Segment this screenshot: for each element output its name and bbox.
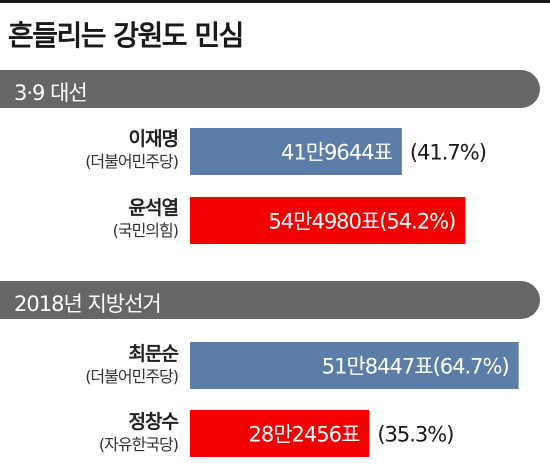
bar-percent-label: (35.3%) xyxy=(377,423,453,447)
candidate-label: 이재명 (더불어민주당) xyxy=(0,127,179,173)
candidate-label: 정창수 (자유한국당) xyxy=(0,410,179,456)
bar-percent-label: (41.7%) xyxy=(410,141,486,165)
candidate-name: 윤석열 xyxy=(128,197,179,219)
candidate-party: (더불어민주당) xyxy=(85,152,179,171)
candidate-party: (국민의힘) xyxy=(112,221,179,240)
candidate-label: 윤석열 (국민의힘) xyxy=(0,196,179,242)
section-header-local: 2018년 지방선거 xyxy=(0,281,540,319)
candidate-party: (자유한국당) xyxy=(98,435,179,454)
bar xyxy=(190,410,370,457)
section-header-presidential: 3·9 대선 xyxy=(0,70,540,108)
candidate-party: (더불어민주당) xyxy=(85,367,179,386)
candidate-name: 최문순 xyxy=(128,343,179,365)
bar-data-label: 54만4980표(54.2%) xyxy=(268,210,455,234)
bar-data-label: 41만9644표 xyxy=(281,141,392,165)
bar-data-label: 28만2456표 xyxy=(249,423,360,447)
bar-data-label: 51만8447표(64.7%) xyxy=(322,355,509,379)
section-title: 3·9 대선 xyxy=(14,81,88,105)
bar xyxy=(190,197,466,244)
section-title: 2018년 지방선거 xyxy=(14,292,162,316)
page-title: 흔들리는 강원도 민심 xyxy=(8,19,244,52)
top-rule xyxy=(0,0,550,3)
candidate-name: 이재명 xyxy=(128,128,179,150)
bar xyxy=(190,128,402,175)
bar xyxy=(190,342,519,389)
candidate-name: 정창수 xyxy=(128,411,179,433)
candidate-label: 최문순 (더불어민주당) xyxy=(0,342,179,388)
